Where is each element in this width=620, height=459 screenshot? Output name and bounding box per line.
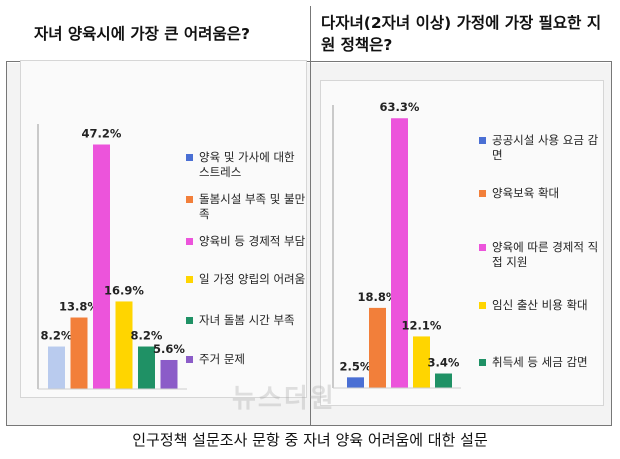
left-legend-swatch-2 [186,196,193,203]
right-chart-title: 다자녀(2자녀 이상) 가정에 가장 필요한 지원 정책은? [321,14,602,54]
left-legend-swatch-1 [186,154,193,161]
left-plot-area [20,60,307,398]
left-bar-value-label-5: 8.2% [131,329,163,343]
right-legend-swatch-5 [479,359,486,366]
watermark: 뉴스더원 [232,384,336,414]
right-legend-swatch-4 [479,302,486,309]
left-bar-4 [115,301,133,389]
left-legend-label-2: 돌봄시설 부족 및 불만족 [199,192,306,221]
left-header: 자녀 양육시에 가장 큰 어려움은? [6,6,310,62]
right-bar-value-label-2: 18.8% [358,290,398,304]
panel-divider [310,6,311,426]
right-bar-2 [369,307,386,388]
right-legend-swatch-3 [479,244,486,251]
left-bar-value-label-1: 8.2% [41,329,73,343]
left-bar-6 [160,359,178,389]
left-bar-3 [93,144,110,389]
right-header: 다자녀(2자녀 이상) 가정에 가장 필요한 지원 정책은? [311,6,612,62]
right-legend-label-5: 취득세 등 세금 감면 [492,355,588,369]
left-bar-2 [70,317,88,389]
left-legend-swatch-5 [186,317,193,324]
right-legend-label-3: 양육에 따른 경제적 직접 지원 [492,240,599,269]
right-legend-swatch-2 [479,190,486,197]
left-bar-5 [138,346,155,389]
right-bar-3 [391,118,408,388]
right-bar-5 [435,373,452,388]
left-legend-swatch-4 [186,276,193,283]
left-legend-label-4: 일 가정 양립의 어려움 [199,272,306,286]
right-bar-4 [413,336,430,388]
left-bar-1 [48,346,65,389]
right-legend-label-2: 양육보육 확대 [492,186,560,200]
right-legend-label-1: 공공시설 사용 요금 감면 [492,133,599,162]
left-legend-swatch-6 [186,356,193,363]
right-bar-value-label-4: 12.1% [402,318,442,332]
right-plot-area [320,80,604,406]
right-bar-value-label-1: 2.5% [340,359,372,373]
right-bar-1 [347,377,364,388]
left-bar-value-label-6: 5.6% [153,342,185,356]
figure-caption: 인구정책 설문조사 문항 중 자녀 양육 어려움에 대한 설문 [132,431,488,449]
left-bar-value-label-3: 47.2% [82,127,122,141]
left-legend-label-3: 양육비 등 경제적 부담 [199,234,306,248]
left-bar-value-label-4: 16.9% [104,283,144,297]
right-bar-value-label-5: 3.4% [428,356,460,370]
left-legend-label-5: 자녀 돌봄 시간 부족 [199,313,295,327]
left-legend-swatch-3 [186,238,193,245]
left-chart-title: 자녀 양육시에 가장 큰 어려움은? [34,25,250,43]
right-bar-value-label-3: 63.3% [380,100,420,114]
right-legend-label-4: 임신 출산 비용 확대 [492,298,588,312]
left-bar-value-label-2: 13.8% [59,300,99,314]
left-legend-label-1: 양육 및 가사에 대한 스트레스 [199,150,295,179]
left-legend-label-6: 주거 문제 [199,352,245,366]
right-legend-swatch-1 [479,137,486,144]
